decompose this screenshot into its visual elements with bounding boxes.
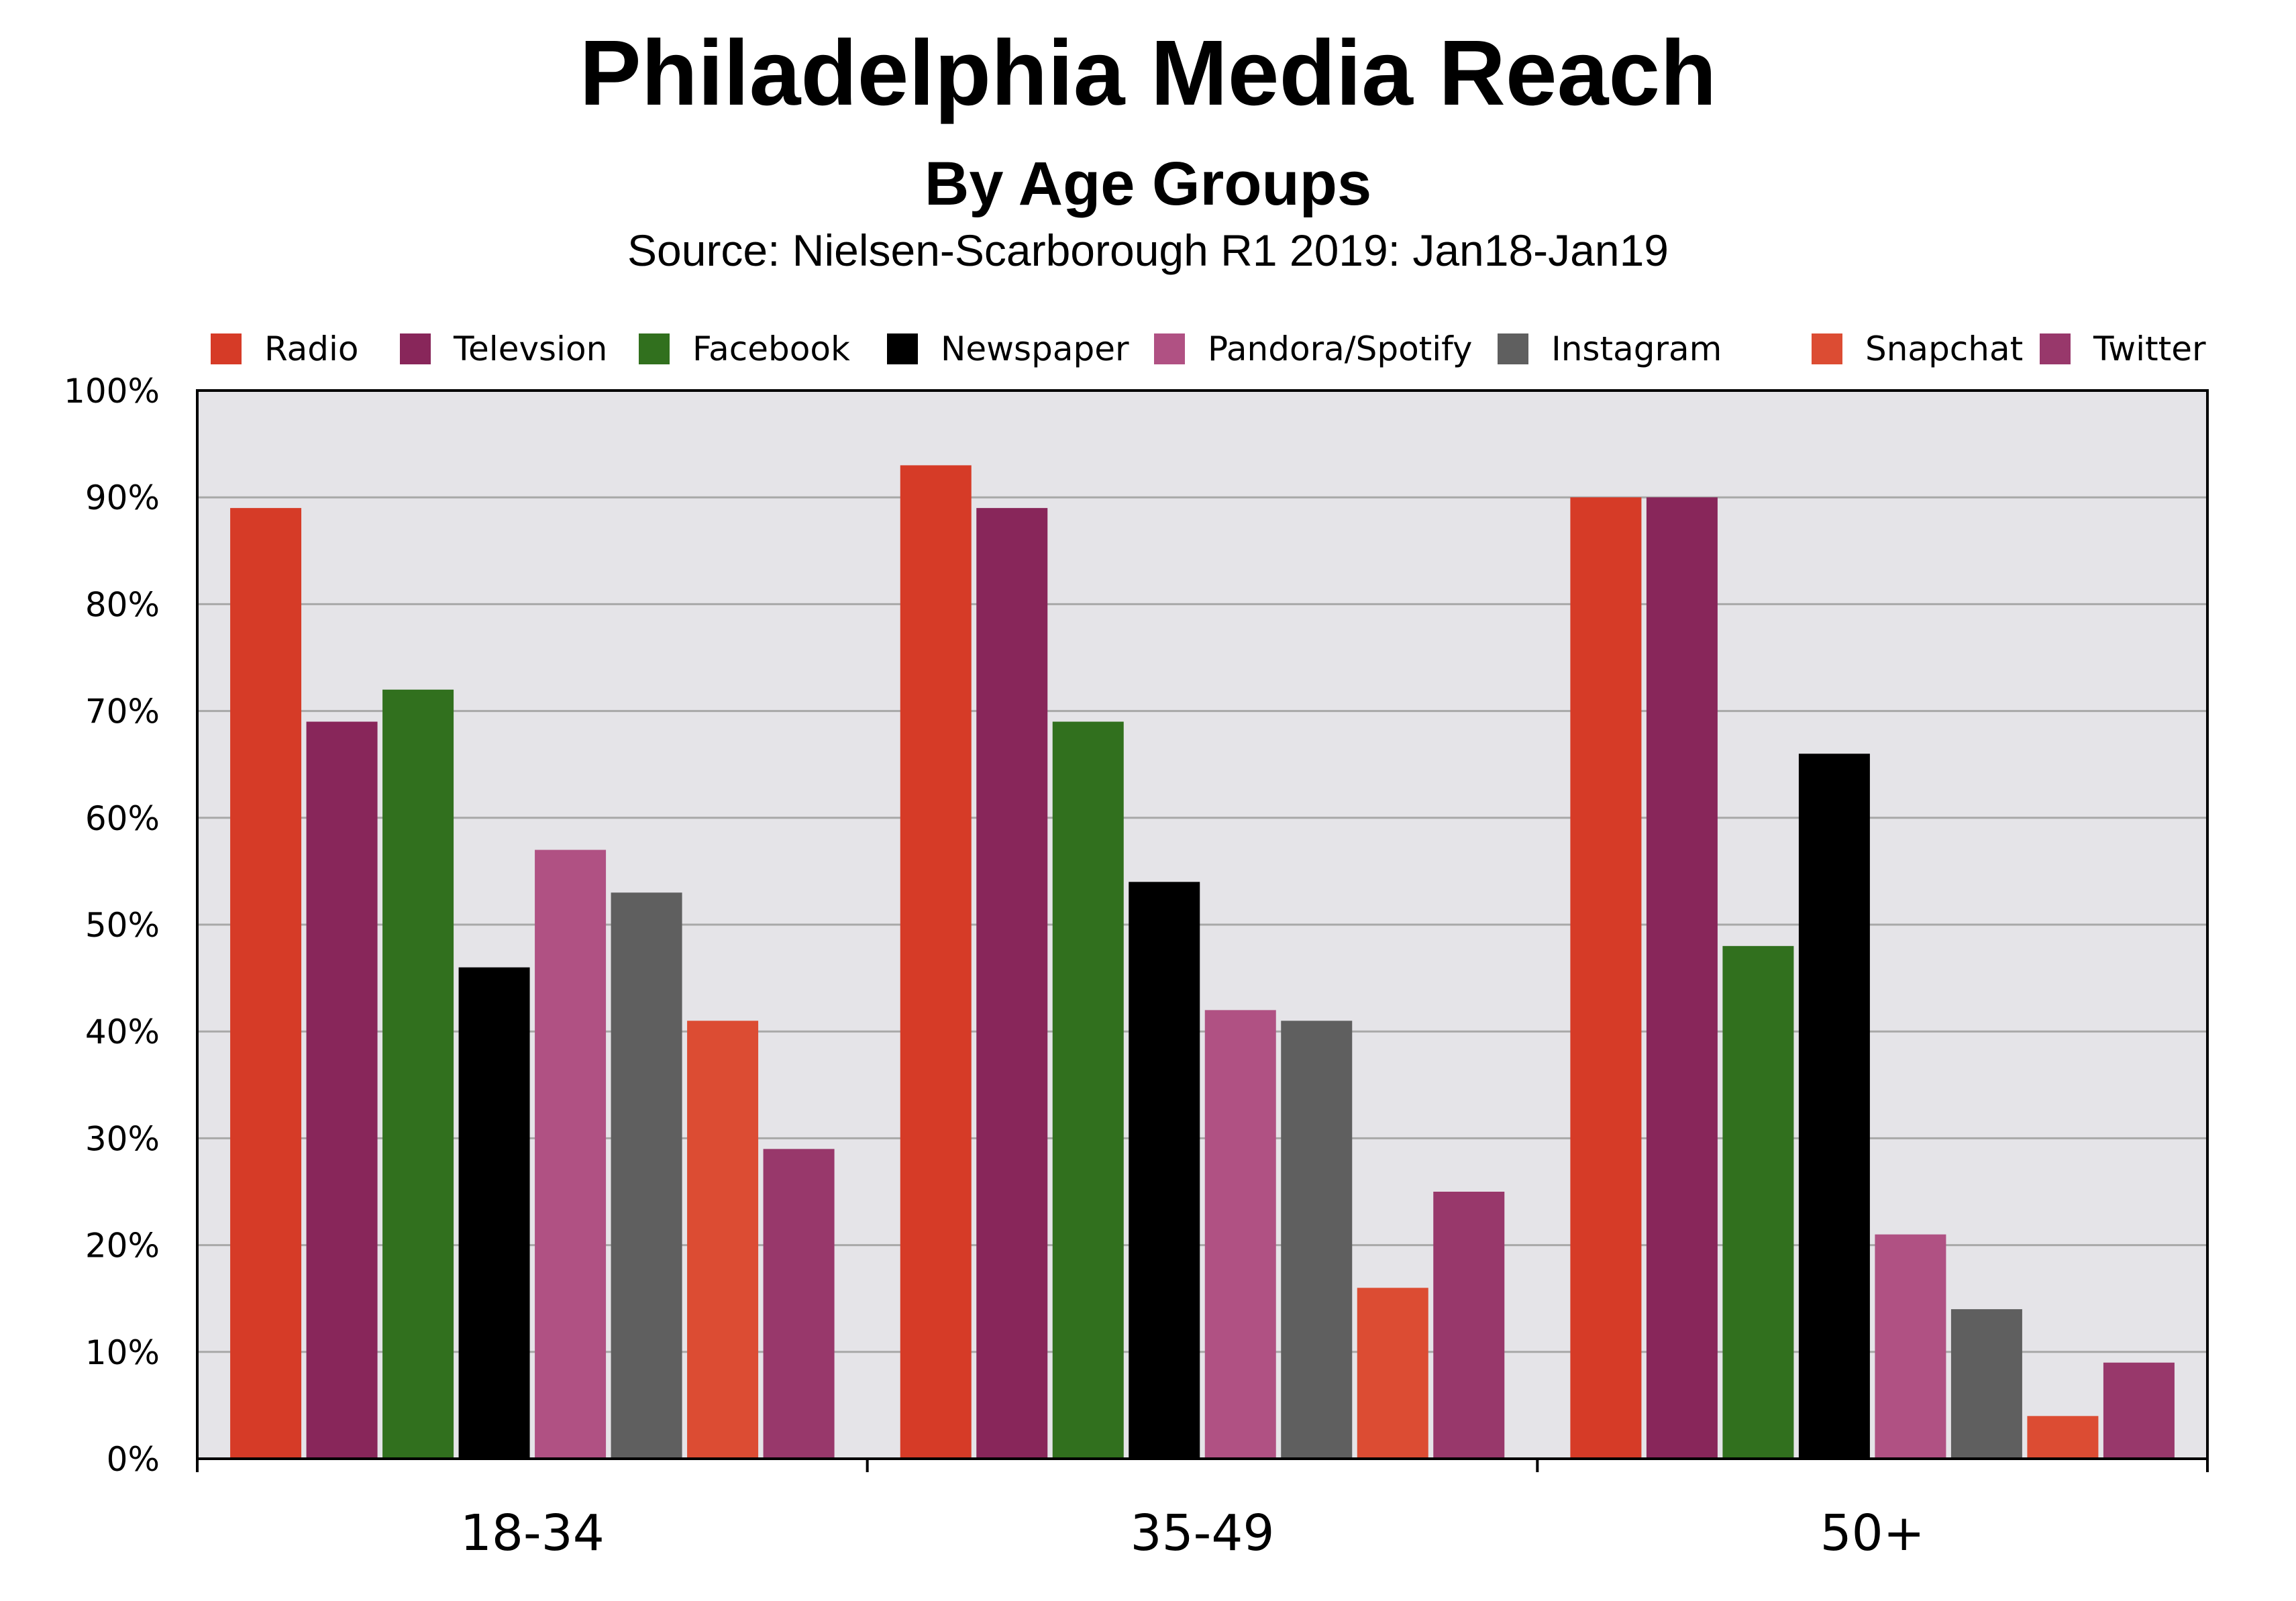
bar-twitter-35-49 [1433, 1192, 1505, 1459]
legend-swatch-televsion [400, 333, 431, 364]
legend-swatch-pandora-spotify [1154, 333, 1185, 364]
legend-swatch-radio [211, 333, 242, 364]
plot-border [196, 389, 2209, 1460]
bar-radio-18-34 [230, 508, 302, 1459]
legend-label-snapchat: Snapchat [1865, 329, 2023, 368]
x-tick-label: 35-49 [1130, 1504, 1274, 1562]
bar-pandora-spotify-50 [1875, 1234, 1946, 1459]
gridlines [197, 496, 2207, 1353]
chart-source: Source: Nielsen-Scarborough R1 2019: Jan… [627, 225, 1669, 275]
legend-label-twitter: Twitter [2093, 329, 2206, 368]
legend: Radio Televsion Facebook Newspaper Pandora/S… [211, 329, 2206, 368]
bar-twitter-50 [2103, 1362, 2175, 1459]
bars [230, 465, 2175, 1459]
legend-swatch-instagram [1498, 333, 1528, 364]
legend-label-pandora-spotify: Pandora/Spotify [1208, 329, 1472, 368]
bar-televsion-50 [1646, 497, 1718, 1459]
y-tick-label: 80% [85, 585, 160, 624]
bar-radio-35-49 [900, 465, 972, 1459]
bar-instagram-50 [1950, 1309, 2022, 1459]
bar-facebook-35-49 [1052, 721, 1124, 1459]
bar-snapchat-18-34 [687, 1021, 759, 1459]
bar-instagram-35-49 [1281, 1021, 1353, 1459]
bar-facebook-50 [1722, 945, 1794, 1459]
legend-swatch-snapchat [1812, 333, 1842, 364]
y-tick-label: 40% [85, 1013, 160, 1051]
y-tick-label: 50% [85, 906, 160, 945]
y-tick-label: 10% [85, 1333, 160, 1372]
y-tick-label: 90% [85, 478, 160, 517]
bar-instagram-18-34 [611, 892, 682, 1459]
y-axis-ticks: 0% 10% 20% 30% 40% 50% 60% 70% 80% 90% 100% [64, 372, 160, 1479]
bar-radio-50 [1570, 497, 1642, 1459]
y-tick-label: 20% [85, 1227, 160, 1266]
y-tick-label: 30% [85, 1119, 160, 1158]
legend-label-facebook: Facebook [692, 329, 850, 368]
bar-pandora-spotify-35-49 [1204, 1010, 1276, 1459]
bar-twitter-18-34 [763, 1149, 835, 1459]
legend-swatch-facebook [639, 333, 670, 364]
y-tick-label: 0% [107, 1440, 160, 1479]
bar-newspaper-18-34 [458, 967, 530, 1459]
x-axis-ticks: 18-34 35-49 50+ [460, 1504, 1925, 1562]
bar-snapchat-50 [2027, 1416, 2099, 1459]
legend-swatch-newspaper [887, 333, 918, 364]
bar-newspaper-35-49 [1129, 882, 1200, 1459]
legend-label-televsion: Televsion [453, 329, 607, 368]
bar-newspaper-50 [1798, 754, 1870, 1459]
y-tick-label: 100% [64, 372, 160, 411]
legend-swatch-twitter [2040, 333, 2071, 364]
legend-label-radio: Radio [264, 329, 359, 368]
legend-label-newspaper: Newspaper [941, 329, 1129, 368]
chart-title: Philadelphia Media Reach [579, 21, 1717, 125]
x-tick-label: 18-34 [460, 1504, 605, 1562]
chart-subtitle: By Age Groups [924, 150, 1372, 218]
bar-facebook-18-34 [382, 689, 454, 1459]
bar-pandora-spotify-18-34 [535, 849, 607, 1459]
legend-label-instagram: Instagram [1551, 329, 1722, 368]
bar-snapchat-35-49 [1357, 1288, 1428, 1459]
axes [196, 389, 2209, 1472]
y-tick-label: 60% [85, 799, 160, 838]
bar-televsion-35-49 [976, 508, 1048, 1459]
y-tick-label: 70% [85, 692, 160, 731]
x-tick-label: 50+ [1820, 1504, 1925, 1562]
bar-televsion-18-34 [306, 721, 378, 1459]
